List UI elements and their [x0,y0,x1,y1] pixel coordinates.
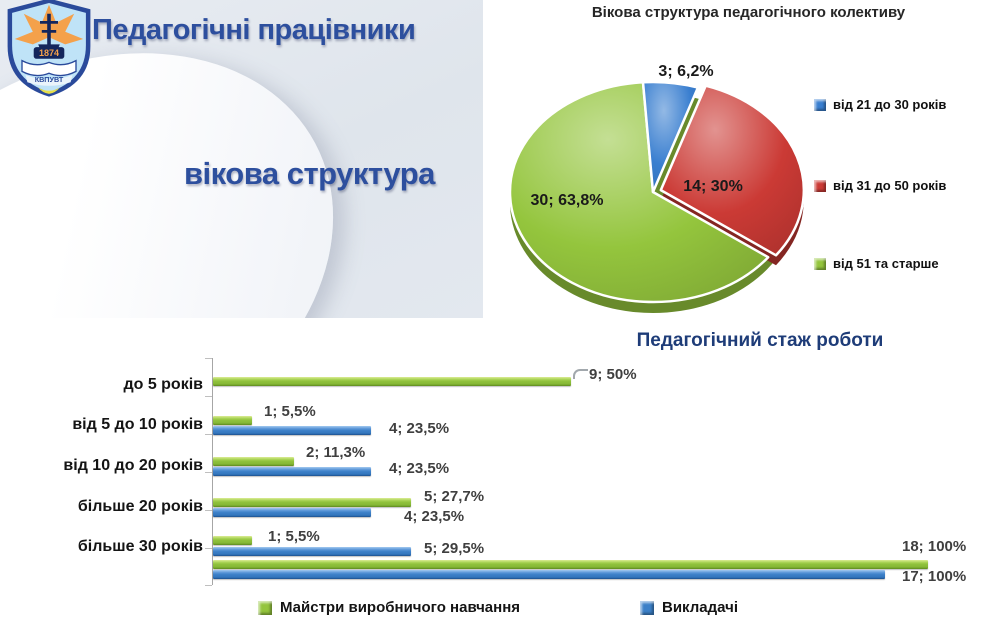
category-label: більше 20 років [77,498,203,515]
category-label: від 10 до 20 років [63,457,203,474]
bar-legend-item-teachers: Викладачі [640,599,738,616]
bar-axis [212,358,213,585]
bar-teachers-5 [213,570,885,579]
legend-swatch-red [814,179,826,192]
pie-chart-title: Вікова структура педагогічного колективу [591,4,906,21]
category-label: від 5 до 10 років [72,416,203,433]
pie-legend-label: від 51 та старше [833,256,939,271]
crest-ribbon [25,75,73,86]
bar-legend-label: Викладачі [662,599,738,616]
pie-label-21-30: 3; 6,2% [658,63,714,80]
pie-legend-item-21-30: від 21 до 30 років [814,97,946,112]
pie-legend-item-51-plus: від 51 та старше [814,256,939,271]
crest-year: 1874 [39,48,59,58]
bar-legend-item-masters: Майстри виробничого навчання [258,599,520,616]
legend-swatch-green [258,600,272,615]
bar-masters-4 [213,536,252,545]
bar-value-label: 5; 27,7% [424,488,485,505]
bar-teachers-4 [213,547,411,556]
axis-tick [205,585,212,586]
pie-legend-item-31-50: від 31 до 50 років [814,178,946,193]
pie-legend-label: від 21 до 30 років [833,97,947,112]
bar-value-label: 5; 29,5% [424,540,485,557]
axis-tick [205,472,212,473]
school-crest-logo: 1874 КВПУВТ [7,0,91,97]
legend-swatch-blue [814,98,826,111]
bar-value-label: 2; 11,3% [306,444,366,461]
axis-tick [205,434,212,435]
category-label: більше 30 років [77,538,203,555]
category-label: до 5 років [123,376,203,393]
pie-slice-1 [659,84,805,257]
pie-slice-0 [641,80,700,194]
legend-swatch-blue [640,600,654,615]
bar-teachers-3 [213,508,371,517]
bar-teachers-2 [213,467,371,476]
bar-value-label: 17; 100% [902,568,967,585]
legend-swatch-green [814,257,826,270]
bar-masters-3 [213,498,411,507]
bar-value-label: 4; 23,5% [389,420,450,437]
slide-title: Педагогічні працівники [92,14,416,46]
bar-masters-5 [213,560,928,569]
bar-legend-label: Майстри виробничого навчання [280,599,521,616]
axis-tick [205,358,212,359]
crest-year-banner [33,47,65,59]
bar-value-label: 4; 23,5% [404,508,465,525]
pie-legend-label: від 31 до 50 років [833,178,947,193]
crest-ship [38,13,60,54]
header-panel: Педагогічні працівники вікова структура … [0,0,483,318]
bar-value-label: 1; 5,5% [268,528,320,545]
axis-tick [205,510,212,511]
bar-masters-2 [213,457,294,466]
bar-value-label: 18; 100% [902,538,967,555]
crest-abbr: КВПУВТ [35,75,64,84]
bar-masters-0 [213,377,571,386]
pie-label-51-plus: 30; 63,8% [530,192,604,209]
bar-masters-1 [213,416,252,425]
pie-slice-2 [508,81,770,304]
crest-glow [38,87,60,94]
bar-value-label: 1; 5,5% [264,403,316,420]
bar-chart-title: Педагогічний стаж роботи [636,330,884,351]
slide-subtitle: вікова структура [184,156,435,191]
bar-value-label: 4; 23,5% [389,460,450,477]
label-leader-line [573,369,588,379]
crest-book [21,59,77,77]
pie-label-31-50: 14; 30% [683,178,743,195]
axis-tick [205,396,212,397]
axis-tick [205,548,212,549]
pie-chart [508,80,805,313]
bar-teachers-1 [213,426,371,435]
bar-value-label: 9; 50% [589,366,637,383]
